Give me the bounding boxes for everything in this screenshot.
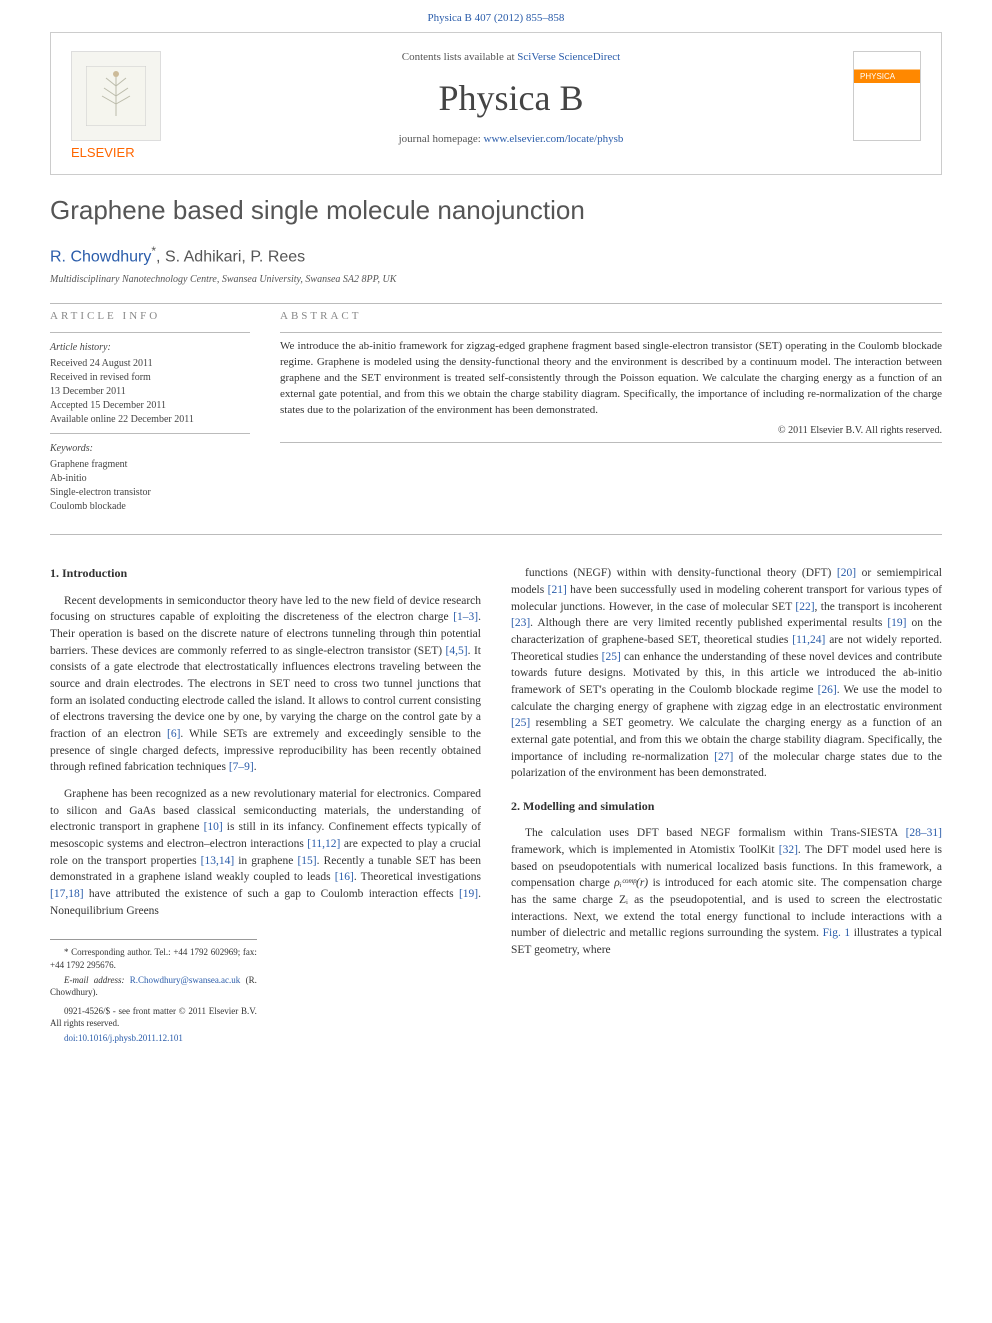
- ref-link[interactable]: [1–3]: [453, 611, 478, 623]
- section-title-1: 1. Introduction: [50, 565, 481, 582]
- ref-link[interactable]: [25]: [602, 651, 621, 663]
- doi-line: doi:10.1016/j.physb.2011.12.101: [50, 1032, 257, 1045]
- article-info-column: ARTICLE INFO Article history: Received 2…: [50, 310, 250, 514]
- email-link[interactable]: R.Chowdhury@swansea.ac.uk: [130, 975, 241, 985]
- citation-link[interactable]: Physica B 407 (2012) 855–858: [428, 12, 565, 24]
- ref-link[interactable]: [27]: [714, 751, 733, 763]
- publisher-block: ELSEVIER: [71, 51, 181, 160]
- author-link-corresponding[interactable]: R. Chowdhury: [50, 248, 151, 265]
- article-title: Graphene based single molecule nanojunct…: [50, 195, 942, 226]
- revised-label: Received in revised form: [50, 371, 250, 385]
- footnotes-block: * Corresponding author. Tel.: +44 1792 6…: [50, 939, 257, 1044]
- abstract-copyright: © 2011 Elsevier B.V. All rights reserved…: [280, 425, 942, 436]
- cover-label: PHYSICA: [856, 71, 899, 82]
- two-column-body: 1. Introduction Recent developments in s…: [50, 565, 942, 1046]
- accepted-date: Accepted 15 December 2011: [50, 399, 250, 413]
- divider: [50, 303, 942, 304]
- journal-banner: ELSEVIER Contents lists available at Sci…: [50, 32, 942, 175]
- contents-line: Contents lists available at SciVerse Sci…: [181, 51, 841, 63]
- ref-link[interactable]: [22]: [795, 601, 814, 613]
- issn-line: 0921-4526/$ - see front matter © 2011 El…: [50, 1005, 257, 1030]
- keyword: Ab-initio: [50, 472, 250, 486]
- right-column: functions (NEGF) within with density-fun…: [511, 565, 942, 1046]
- ref-link[interactable]: [25]: [511, 717, 530, 729]
- authors-rest: , S. Adhikari, P. Rees: [156, 248, 305, 265]
- figure-ref-link[interactable]: Fig. 1: [823, 927, 851, 939]
- abstract-column: ABSTRACT We introduce the ab-initio fram…: [280, 310, 942, 514]
- tree-icon: [86, 66, 146, 126]
- ref-link[interactable]: [21]: [548, 584, 567, 596]
- contents-prefix: Contents lists available at: [402, 51, 517, 63]
- homepage-line: journal homepage: www.elsevier.com/locat…: [181, 133, 841, 145]
- ref-link[interactable]: [11,24]: [792, 634, 825, 646]
- affiliation: Multidisciplinary Nanotechnology Centre,…: [50, 274, 942, 285]
- sciencedirect-link[interactable]: SciVerse ScienceDirect: [517, 51, 620, 63]
- keyword: Single-electron transistor: [50, 486, 250, 500]
- journal-homepage-link[interactable]: www.elsevier.com/locate/physb: [484, 133, 624, 145]
- journal-cover-thumb[interactable]: PHYSICA: [853, 51, 921, 141]
- divider: [280, 332, 942, 333]
- doi-link[interactable]: doi:10.1016/j.physb.2011.12.101: [64, 1033, 183, 1043]
- info-abstract-row: ARTICLE INFO Article history: Received 2…: [50, 310, 942, 514]
- section-title-2: 2. Modelling and simulation: [511, 798, 942, 815]
- divider: [50, 534, 942, 535]
- paragraph: Recent developments in semiconductor the…: [50, 593, 481, 776]
- ref-link[interactable]: [13,14]: [201, 855, 235, 867]
- received-date: Received 24 August 2011: [50, 357, 250, 371]
- ref-link[interactable]: [11,12]: [307, 838, 340, 850]
- keyword: Graphene fragment: [50, 458, 250, 472]
- revised-date: 13 December 2011: [50, 385, 250, 399]
- para-text: Graphene has been recognized as a new re…: [50, 788, 481, 917]
- email-label: E-mail address:: [64, 975, 124, 985]
- ref-link[interactable]: [19]: [887, 617, 906, 629]
- info-heading: ARTICLE INFO: [50, 310, 250, 322]
- divider: [50, 433, 250, 434]
- ref-link[interactable]: [20]: [837, 567, 856, 579]
- journal-name: Physica B: [181, 77, 841, 119]
- authors-line: R. Chowdhury*, S. Adhikari, P. Rees: [50, 244, 942, 266]
- math-symbol: ρᵢᶜᵒᵐᵖ(r): [614, 877, 648, 889]
- ref-link[interactable]: [4,5]: [446, 645, 468, 657]
- ref-link[interactable]: [10]: [204, 821, 223, 833]
- publisher-name: ELSEVIER: [71, 145, 181, 160]
- homepage-prefix: journal homepage:: [399, 133, 484, 145]
- divider: [280, 442, 942, 443]
- cover-block: PHYSICA: [841, 51, 921, 141]
- ref-link[interactable]: [19]: [459, 888, 478, 900]
- ref-link[interactable]: [7–9]: [229, 761, 254, 773]
- paragraph: functions (NEGF) within with density-fun…: [511, 565, 942, 782]
- history-label: Article history:: [50, 341, 250, 355]
- banner-center: Contents lists available at SciVerse Sci…: [181, 51, 841, 145]
- para-text: Recent developments in semiconductor the…: [50, 595, 481, 774]
- ref-link[interactable]: [15]: [297, 855, 316, 867]
- ref-link[interactable]: [16]: [335, 871, 354, 883]
- running-header: Physica B 407 (2012) 855–858: [0, 0, 992, 32]
- paragraph: The calculation uses DFT based NEGF form…: [511, 825, 942, 958]
- ref-link[interactable]: [23]: [511, 617, 530, 629]
- online-date: Available online 22 December 2011: [50, 413, 250, 427]
- keyword: Coulomb blockade: [50, 500, 250, 514]
- ref-link[interactable]: [6]: [167, 728, 180, 740]
- divider: [50, 332, 250, 333]
- article-body: Graphene based single molecule nanojunct…: [0, 195, 992, 1047]
- abstract-heading: ABSTRACT: [280, 310, 942, 322]
- ref-link[interactable]: [17,18]: [50, 888, 84, 900]
- corr-author-footnote: * Corresponding author. Tel.: +44 1792 6…: [50, 946, 257, 971]
- ref-link[interactable]: [26]: [818, 684, 837, 696]
- email-footnote: E-mail address: R.Chowdhury@swansea.ac.u…: [50, 974, 257, 999]
- abstract-text: We introduce the ab-initio framework for…: [280, 339, 942, 419]
- ref-link[interactable]: [28–31]: [906, 827, 942, 839]
- ref-link[interactable]: [32]: [779, 844, 798, 856]
- paragraph: Graphene has been recognized as a new re…: [50, 786, 481, 919]
- keywords-label: Keywords:: [50, 442, 250, 456]
- elsevier-tree-icon: [71, 51, 161, 141]
- para-text: functions (NEGF) within with density-fun…: [511, 567, 942, 779]
- left-column: 1. Introduction Recent developments in s…: [50, 565, 481, 1046]
